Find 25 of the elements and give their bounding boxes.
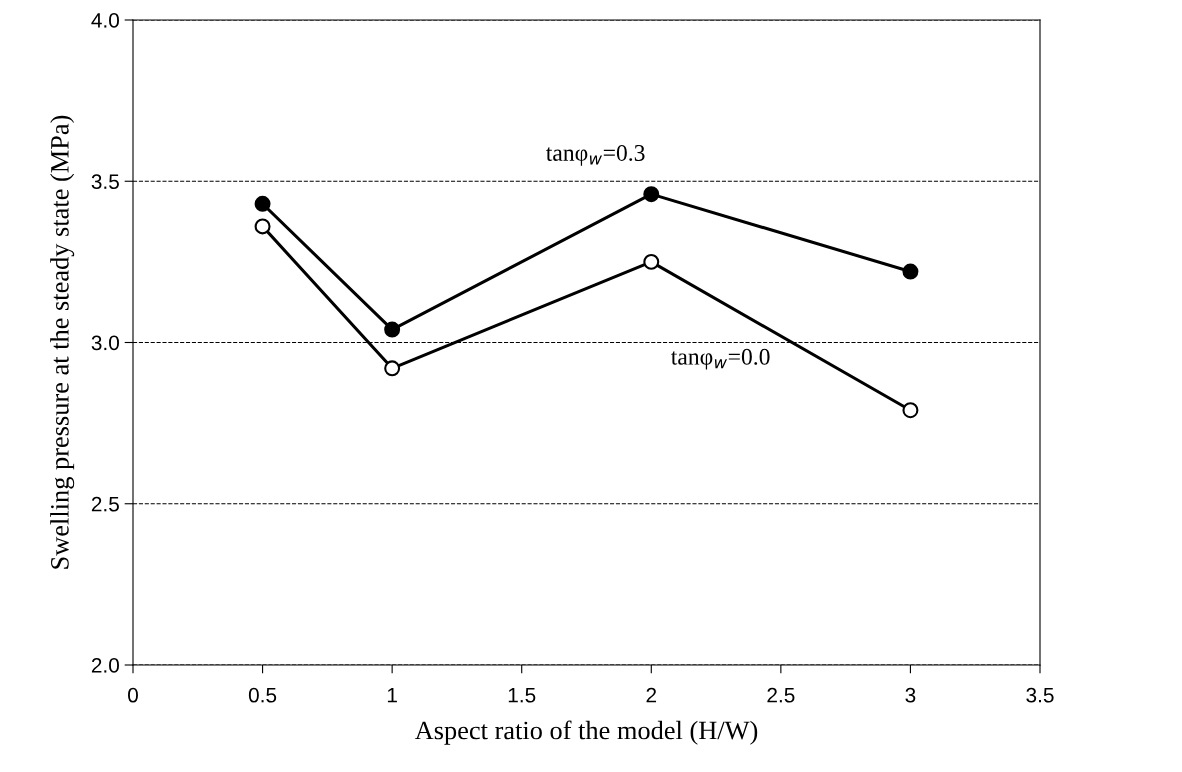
y-tick-label: 2.0: [91, 658, 119, 673]
series-label: tanφ$_{w}$=0.3: [546, 144, 645, 166]
y-tick-label: 3.5: [91, 174, 119, 189]
point: [643, 186, 660, 203]
y-tick-label: 2.5: [91, 496, 119, 512]
x-tick-label: 0.5: [248, 687, 277, 703]
y-tick-label: 4.0: [91, 13, 119, 28]
point: [384, 360, 401, 377]
point: [384, 321, 401, 338]
point: [902, 402, 919, 419]
x-tick-label: 2: [646, 687, 657, 703]
point: [643, 253, 660, 270]
series-label: tanφ$_{w}$=0.0: [671, 348, 770, 370]
point: [902, 263, 919, 280]
x-tick-label: 1: [387, 687, 397, 703]
x-axis-title: Aspect ratio of the model (H/W): [414, 720, 758, 745]
point: [254, 218, 271, 235]
y-axis-title: Swelling pressure at the steady state (MPa): [50, 115, 75, 569]
y-tick-label: 3.0: [91, 335, 119, 351]
x-tick-label: 0: [128, 687, 138, 703]
x-tick-label: 3.5: [1026, 687, 1054, 703]
x-tick-label: 2.5: [767, 687, 795, 703]
point: [254, 195, 271, 212]
x-tick-label: 3: [905, 687, 916, 703]
x-tick-label: 1.5: [508, 687, 536, 703]
